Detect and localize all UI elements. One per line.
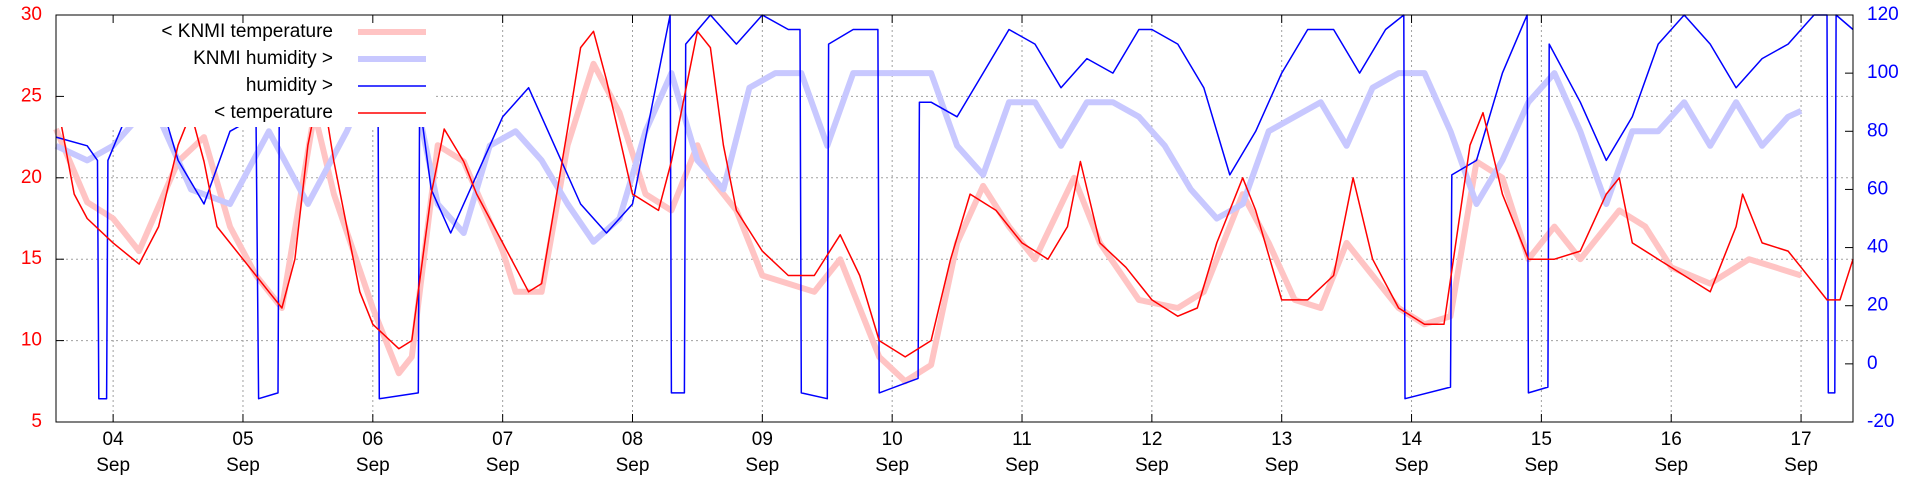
x-tick-label: Sep bbox=[875, 455, 909, 476]
x-tick-label: 17 bbox=[1790, 429, 1811, 450]
x-tick-label: 06 bbox=[362, 429, 383, 450]
x-tick-label: 04 bbox=[103, 429, 125, 450]
x-tick-label: 12 bbox=[1141, 429, 1162, 450]
x-tick-label: Sep bbox=[356, 455, 390, 476]
y2-tick-label: 20 bbox=[1867, 295, 1888, 316]
x-tick-label: 11 bbox=[1012, 429, 1032, 450]
y-tick-label: 15 bbox=[21, 248, 42, 269]
x-tick-label: 07 bbox=[492, 429, 513, 450]
y2-tick-label: -20 bbox=[1867, 411, 1894, 432]
plot-border bbox=[55, 14, 1854, 423]
x-tick-label: 13 bbox=[1271, 429, 1292, 450]
x-tick-label: Sep bbox=[226, 455, 260, 476]
x-tick-label: 16 bbox=[1661, 429, 1682, 450]
y2-tick-label: 40 bbox=[1867, 237, 1888, 258]
y2-tick-label: 0 bbox=[1867, 353, 1878, 374]
x-tick-label: 15 bbox=[1531, 429, 1552, 450]
legend-label: KNMI humidity > bbox=[193, 48, 333, 69]
x-tick-label: Sep bbox=[96, 455, 130, 476]
y2-tick-label: 100 bbox=[1867, 62, 1899, 83]
legend-label: humidity > bbox=[246, 75, 333, 96]
x-tick-label: Sep bbox=[745, 455, 779, 476]
axes: 04Sep05Sep06Sep07Sep08Sep09Sep10Sep11Sep… bbox=[21, 4, 1899, 476]
x-tick-label: 10 bbox=[882, 429, 903, 450]
y-tick-label: 30 bbox=[21, 4, 42, 25]
x-tick-label: Sep bbox=[1005, 455, 1039, 476]
legend-label: < KNMI temperature bbox=[161, 21, 333, 42]
x-tick-label: 05 bbox=[232, 429, 253, 450]
x-tick-label: Sep bbox=[1784, 455, 1818, 476]
series-line bbox=[53, 60, 1803, 385]
x-tick-label: Sep bbox=[486, 455, 520, 476]
x-tick-label: Sep bbox=[1265, 455, 1299, 476]
y-tick-label: 25 bbox=[21, 85, 42, 106]
legend: < KNMI temperature KNMI humidity > humidit… bbox=[56, 15, 436, 127]
y-tick-label: 5 bbox=[31, 411, 42, 432]
y-tick-label: 10 bbox=[21, 330, 42, 351]
y2-tick-label: 80 bbox=[1867, 120, 1888, 141]
x-tick-label: 14 bbox=[1401, 429, 1423, 450]
x-tick-label: Sep bbox=[1524, 455, 1558, 476]
x-tick-label: Sep bbox=[1135, 455, 1169, 476]
y2-tick-label: 60 bbox=[1867, 178, 1888, 199]
legend-label: < temperature bbox=[214, 102, 333, 123]
x-tick-label: 09 bbox=[752, 429, 773, 450]
y-tick-label: 20 bbox=[21, 167, 42, 188]
x-tick-label: Sep bbox=[1395, 455, 1429, 476]
y2-tick-label: 120 bbox=[1867, 4, 1899, 25]
x-tick-label: 08 bbox=[622, 429, 643, 450]
x-tick-label: Sep bbox=[616, 455, 650, 476]
x-tick-label: Sep bbox=[1654, 455, 1688, 476]
